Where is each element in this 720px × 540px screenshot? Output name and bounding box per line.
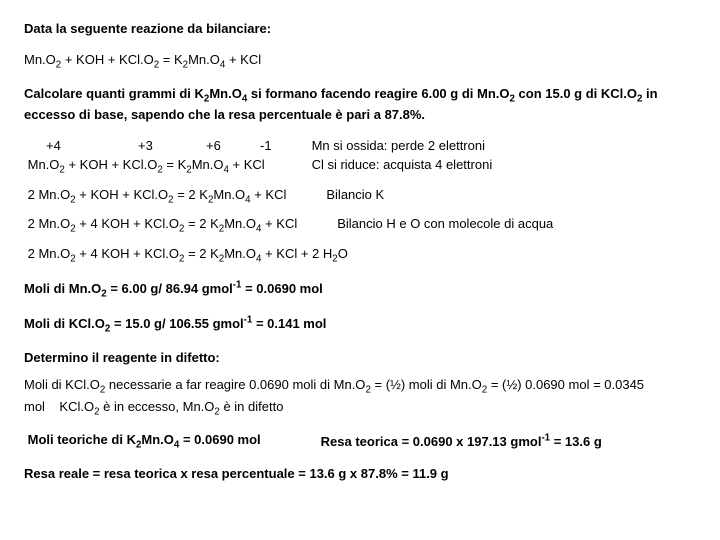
eq1: Mn.O2 + KOH + KCl.O2 = K2Mn.O4 + KCl	[24, 51, 696, 73]
bilancio-ho: Bilancio H e O con molecole di acqua	[297, 215, 553, 237]
eq5: 2 Mn.O2 + 4 KOH + KCl.O2 = 2 K2Mn.O4 + K…	[24, 245, 696, 267]
difetto-body: Moli di KCl.O2 necessarie a far reagire …	[24, 376, 696, 419]
resa-teorica: Resa teorica = 0.0690 x 197.13 gmol-1 = …	[321, 434, 602, 449]
eq4: 2 Mn.O2 + 4 KOH + KCl.O2 = 2 K2Mn.O4 + K…	[24, 215, 297, 237]
title: Data la seguente reazione da bilanciare:	[24, 21, 271, 36]
eq2: Mn.O2 + KOH + KCl.O2 = K2Mn.O4 + KCl	[24, 156, 272, 178]
difetto-title: Determino il reagente in difetto:	[24, 350, 220, 365]
moli-mno2: Moli di Mn.O2 = 6.00 g/ 86.94 gmol-1 = 0…	[24, 281, 323, 296]
moli-teoriche: Moli teoriche di K2Mn.O4 = 0.0690 mol	[24, 432, 261, 447]
moli-kclo2: Moli di KCl.O2 = 15.0 g/ 106.55 gmol-1 =…	[24, 316, 326, 331]
redox1: Mn si ossida: perde 2 elettroni	[312, 137, 493, 156]
resa-reale: Resa reale = resa teorica x resa percent…	[24, 466, 449, 481]
bilancio-k: Bilancio K	[286, 186, 384, 208]
redox2: Cl si riduce: acquista 4 elettroni	[312, 156, 493, 175]
eq3: 2 Mn.O2 + KOH + KCl.O2 = 2 K2Mn.O4 + KCl	[24, 186, 286, 208]
prompt: Calcolare quanti grammi di K2Mn.O4 si fo…	[24, 86, 658, 123]
oxidation-states: +4 +3 +6 -1	[24, 137, 272, 156]
